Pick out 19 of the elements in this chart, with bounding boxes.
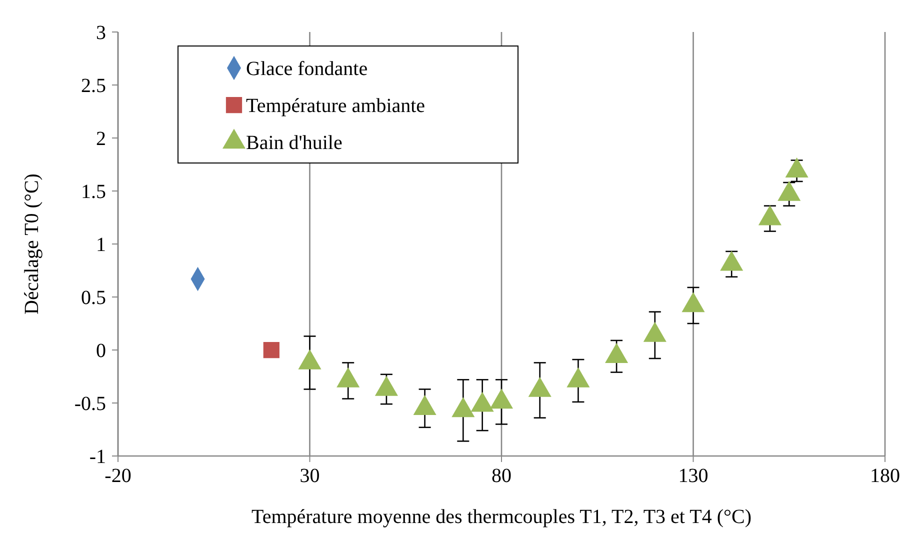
- y-tick-label: 0: [96, 340, 106, 362]
- x-tick-label: 80: [492, 465, 512, 487]
- y-tick-label: 3: [96, 22, 106, 44]
- y-tick-label: 0.5: [81, 287, 106, 309]
- legend-label: Bain d'huile: [246, 132, 342, 154]
- y-tick-label: 2.5: [81, 75, 106, 97]
- legend-label: Température ambiante: [246, 95, 426, 117]
- x-tick-label: 180: [870, 465, 900, 487]
- y-tick-label: 2: [96, 128, 106, 150]
- y-tick-label: -0.5: [74, 393, 106, 415]
- y-tick-label: -1: [89, 446, 106, 468]
- y-tick-label: 1: [96, 234, 106, 256]
- legend-label: Glace fondante: [246, 58, 368, 80]
- y-tick-label: 1.5: [81, 181, 106, 203]
- x-axis-title: Température moyenne des thermcouples T1, T2, T3 et T4 (°C): [252, 506, 752, 528]
- x-tick-label: 30: [300, 465, 320, 487]
- x-tick-label: -20: [104, 465, 132, 487]
- y-axis-title: Décalage T0 (°C): [21, 174, 43, 314]
- x-tick-label: 130: [678, 465, 708, 487]
